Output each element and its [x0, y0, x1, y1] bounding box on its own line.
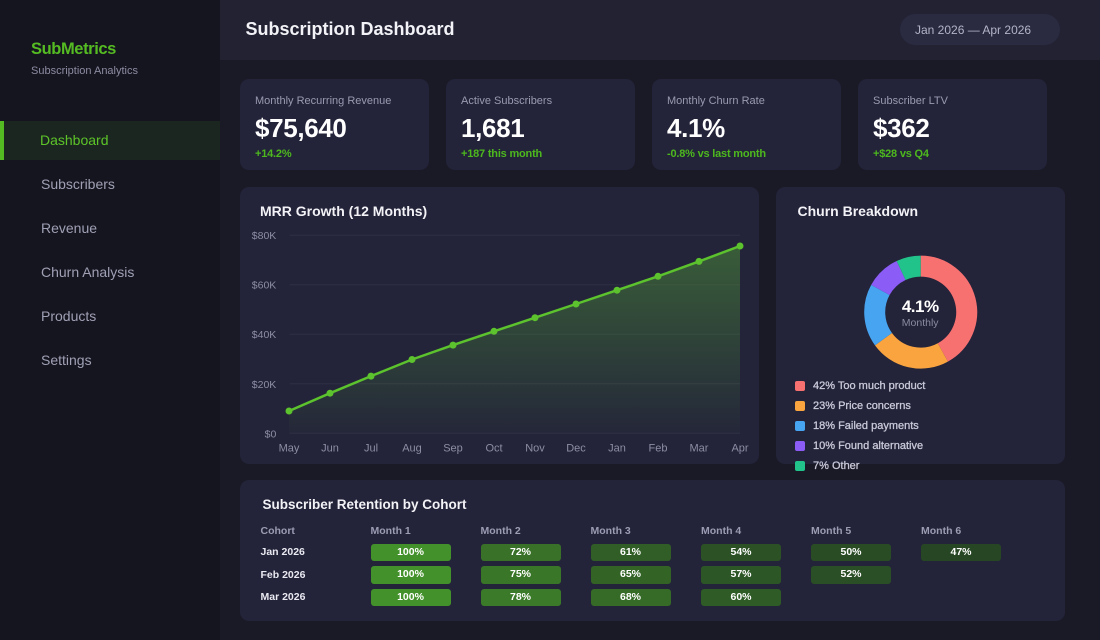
svg-text:Nov: Nov — [525, 442, 545, 454]
svg-text:May: May — [279, 442, 300, 454]
svg-text:Jan: Jan — [608, 442, 626, 454]
svg-text:$0: $0 — [265, 428, 277, 440]
svg-text:Mar: Mar — [690, 442, 709, 454]
svg-text:Aug: Aug — [402, 442, 422, 454]
svg-text:Apr: Apr — [731, 442, 748, 454]
svg-text:Dec: Dec — [566, 442, 586, 454]
svg-text:Sep: Sep — [443, 442, 463, 454]
svg-text:Feb: Feb — [649, 442, 668, 454]
svg-text:$40K: $40K — [252, 329, 277, 341]
svg-text:Oct: Oct — [485, 442, 502, 454]
svg-text:$20K: $20K — [252, 378, 277, 390]
svg-text:Jun: Jun — [321, 442, 339, 454]
svg-text:$60K: $60K — [252, 279, 277, 291]
svg-text:Jul: Jul — [364, 442, 378, 454]
svg-text:$80K: $80K — [252, 230, 277, 242]
